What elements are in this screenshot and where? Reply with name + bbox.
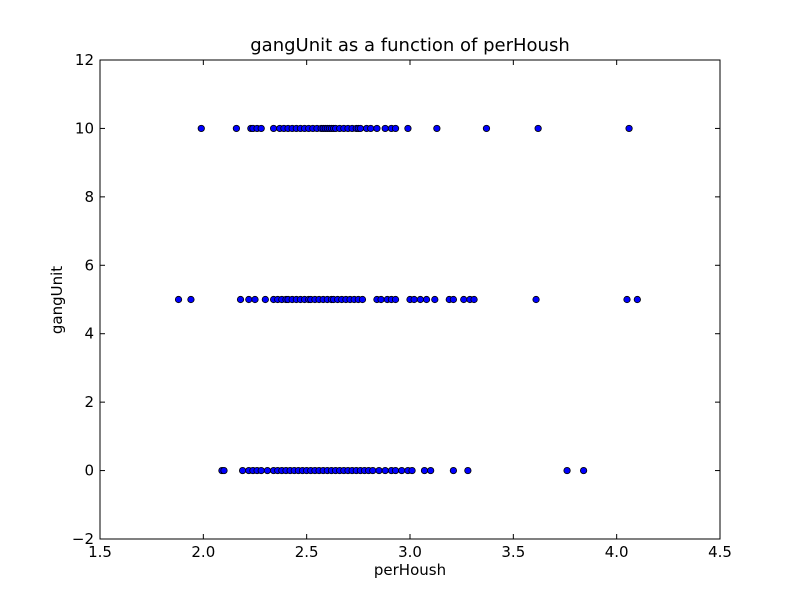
data-point: [239, 466, 247, 475]
data-point: [257, 124, 265, 133]
data-point: [464, 466, 472, 475]
data-point: [197, 124, 205, 133]
x-tick-label: 2.0: [191, 543, 215, 561]
x-tick-label: 4.0: [605, 543, 629, 561]
data-point: [391, 466, 400, 475]
data-point: [369, 466, 377, 475]
data-point: [377, 295, 385, 304]
data-point: [482, 124, 491, 133]
data-point: [375, 466, 383, 475]
data-point: [391, 295, 400, 304]
x-tick-label: 1.5: [88, 543, 112, 561]
data-point: [460, 295, 468, 304]
data-point: [232, 124, 240, 133]
data-point: [408, 466, 416, 475]
data-point: [532, 295, 540, 304]
data-point: [236, 295, 245, 304]
data-point: [427, 466, 435, 475]
data-point: [579, 466, 588, 475]
data-point: [420, 466, 429, 475]
x-tick-label: 4.5: [708, 543, 732, 561]
data-point: [251, 295, 259, 304]
data-point: [187, 295, 195, 304]
data-point: [623, 295, 631, 304]
data-point: [404, 124, 412, 133]
data-point: [633, 295, 641, 304]
data-point: [257, 466, 265, 475]
data-point: [563, 466, 571, 475]
data-point: [410, 295, 418, 304]
data-point: [398, 466, 406, 475]
x-tick-label: 3.0: [398, 543, 422, 561]
data-point: [381, 466, 389, 475]
y-tick-label: 12: [75, 51, 94, 69]
data-point: [449, 466, 457, 475]
data-point: [449, 295, 457, 304]
data-point: [391, 124, 400, 133]
data-point: [269, 124, 278, 133]
y-tick-label: 4: [84, 325, 94, 343]
data-point: [261, 295, 269, 304]
data-point: [367, 124, 375, 133]
x-tick-label: 2.5: [295, 543, 319, 561]
data-point: [358, 295, 367, 304]
chart-title: gangUnit as a function of perHoush: [250, 35, 570, 56]
data-point: [174, 295, 183, 304]
data-point: [625, 124, 633, 133]
data-point: [220, 466, 228, 475]
data-point: [433, 124, 441, 133]
data-point: [416, 295, 424, 304]
data-point: [422, 295, 431, 304]
data-point: [431, 295, 439, 304]
y-tick-label: 2: [84, 393, 94, 411]
data-point: [373, 124, 381, 133]
y-tick-label: 10: [75, 119, 94, 137]
y-tick-label: 6: [84, 256, 94, 274]
x-axis-label: perHoush: [373, 561, 447, 579]
axis-ticks: 1.5 2.0 2.5 3.0 3.5 4.0 4.5 −2 0 2 4 6 8 10 12: [72, 51, 732, 561]
data-point: [381, 124, 389, 133]
data-point: [263, 466, 271, 475]
y-tick-label: −2: [72, 530, 94, 548]
x-tick-label: 3.5: [501, 543, 525, 561]
data-point: [470, 295, 478, 304]
y-tick-label: 8: [84, 188, 94, 206]
data-point: [245, 295, 253, 304]
y-tick-label: 0: [84, 462, 94, 480]
data-point: [356, 124, 364, 133]
data-points: [174, 124, 641, 475]
data-point: [534, 124, 542, 133]
